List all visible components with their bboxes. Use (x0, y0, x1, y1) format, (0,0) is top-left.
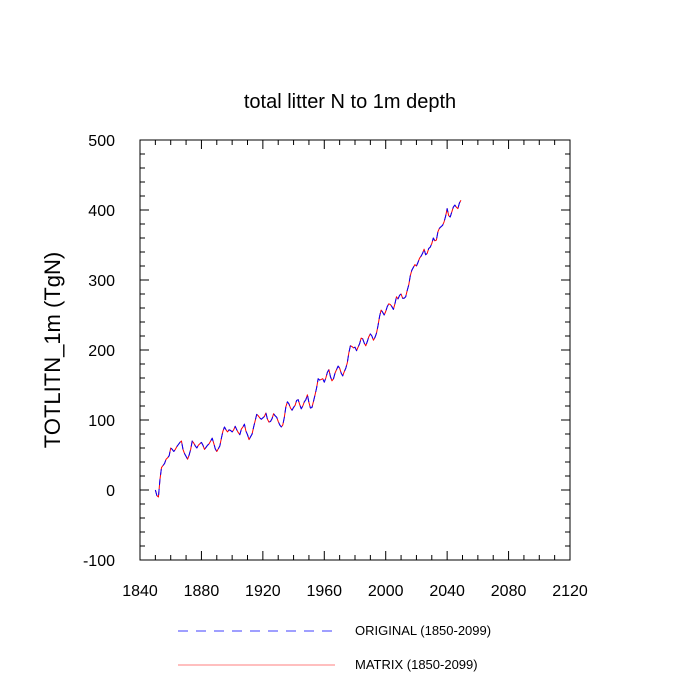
axis-tick-labels: 1840 1880 1920 1960 2000 2040 2080 2120 -100 0 100… (83, 133, 588, 600)
legend: ORIGINAL (1850-2099) MATRIX (1850-2099) (178, 623, 491, 672)
x-tick-label: 2000 (368, 583, 404, 600)
x-tick-label: 2080 (491, 583, 527, 600)
y-tick-label: -100 (83, 553, 115, 570)
y-tick-label: 100 (88, 413, 115, 430)
legend-label-matrix: MATRIX (1850-2099) (355, 657, 478, 672)
series-line-matrix (154, 199, 462, 498)
y-tick-label: 300 (88, 273, 115, 290)
x-tick-label: 1880 (184, 583, 220, 600)
x-tick-label: 1920 (245, 583, 281, 600)
y-tick-label: 200 (88, 343, 115, 360)
plot-area-frame (139, 139, 571, 561)
legend-label-original: ORIGINAL (1850-2099) (355, 623, 491, 638)
x-tick-label: 2040 (429, 583, 465, 600)
y-tick-label: 500 (88, 133, 115, 150)
x-tick-label: 2120 (552, 583, 588, 600)
chart-title: total litter N to 1m depth (244, 91, 456, 113)
x-tick-label: 1840 (122, 583, 158, 600)
y-axis-title: TOTLITN_1m (TgN) (40, 252, 65, 448)
data-series (154, 199, 462, 498)
series-line-original (154, 199, 462, 498)
x-tick-label: 1960 (306, 583, 342, 600)
y-tick-label: 400 (88, 203, 115, 220)
y-tick-label: 0 (106, 483, 115, 500)
axis-ticks (139, 139, 571, 561)
